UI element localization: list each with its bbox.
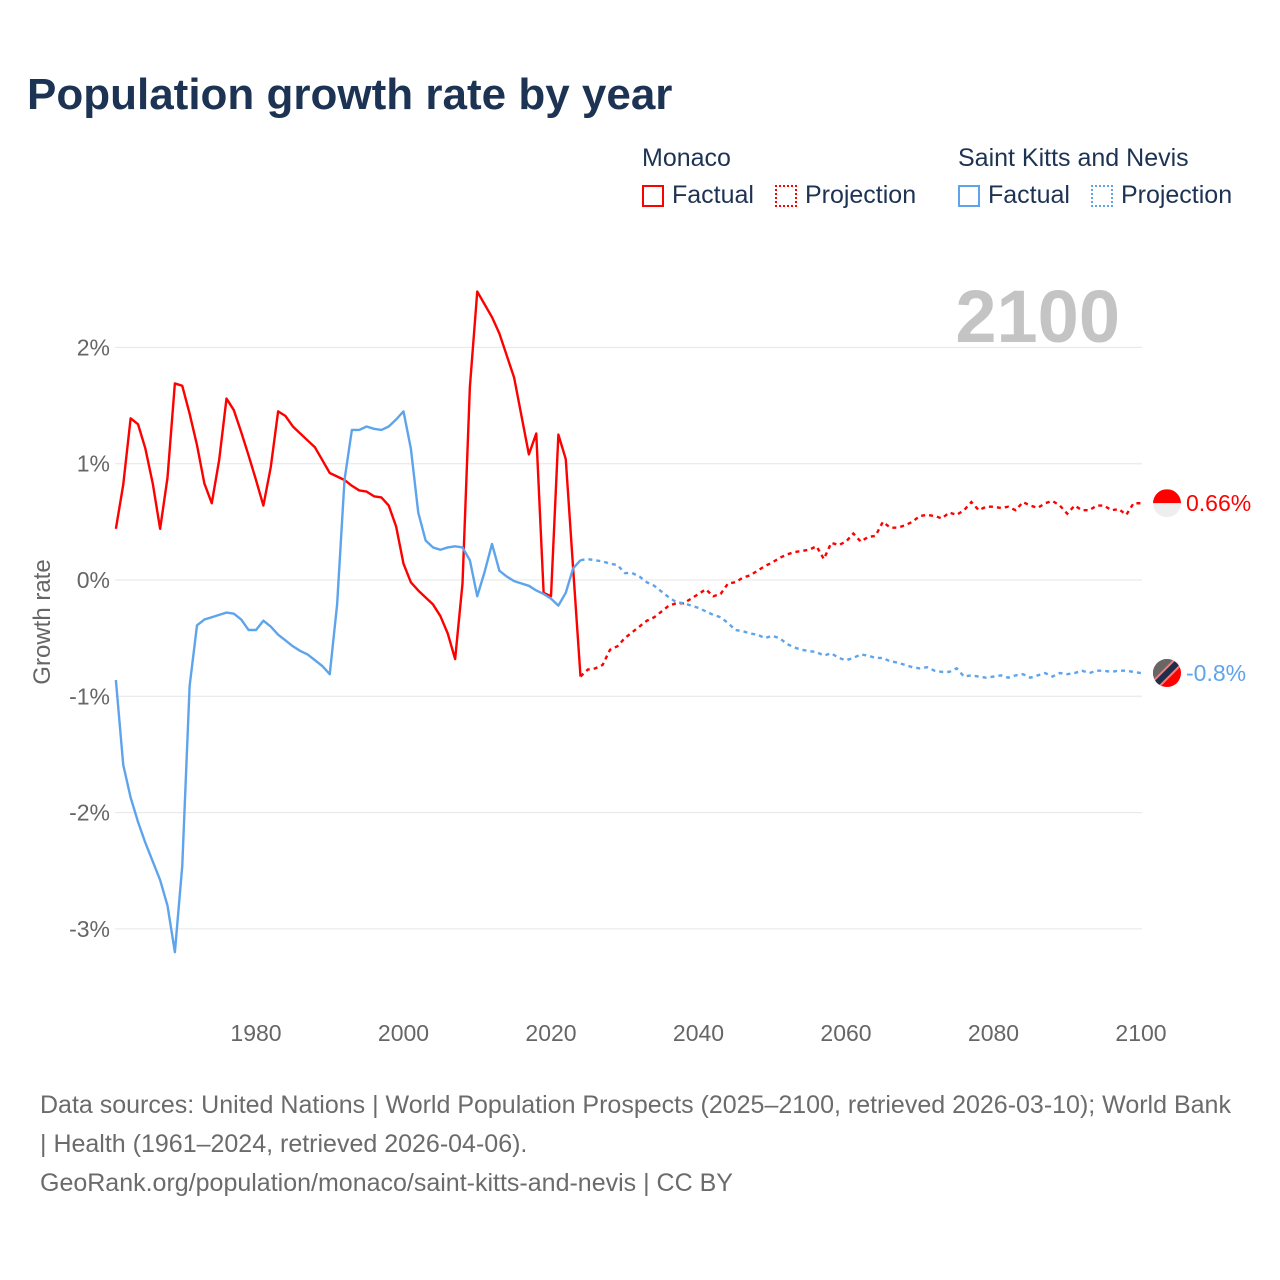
- legend-item-monaco-projection[interactable]: Projection: [774, 181, 917, 210]
- year-watermark: 2100: [955, 275, 1120, 358]
- data-sources: Data sources: United Nations | World Pop…: [40, 1091, 1231, 1158]
- footer: Data sources: United Nations | World Pop…: [40, 1086, 1240, 1203]
- legend-monaco: Monaco Factual Projection: [642, 144, 930, 214]
- y-tick-label: 1%: [77, 451, 110, 477]
- dotted-swatch-icon: [1090, 184, 1113, 207]
- series-0-factual-line: [114, 290, 582, 677]
- x-tick-label: 2020: [525, 1020, 576, 1046]
- chart-title: Population growth rate by year: [27, 70, 673, 119]
- x-tick-label: 2080: [968, 1020, 1019, 1046]
- series-1-projection-line: [580, 557, 1142, 679]
- legend-country-skn: Saint Kitts and Nevis: [958, 144, 1189, 172]
- x-tick-label: 2060: [820, 1020, 871, 1046]
- x-tick-label: 1980: [230, 1020, 281, 1046]
- legend-item-skn-projection[interactable]: Projection: [1090, 181, 1233, 210]
- legend-skn: Saint Kitts and Nevis Factual Projection: [958, 144, 1232, 214]
- y-tick-label: -3%: [69, 916, 110, 942]
- x-tick-label: 2000: [378, 1020, 429, 1046]
- dotted-swatch-icon: [774, 184, 797, 207]
- series-1-factual-line: [114, 410, 582, 954]
- x-tick-label: 2040: [673, 1020, 724, 1046]
- legend-item-skn-factual[interactable]: Factual: [958, 181, 1070, 210]
- y-tick-label: -1%: [69, 683, 110, 709]
- end-value-label: -0.8%: [1186, 660, 1246, 686]
- solid-swatch-icon: [958, 184, 980, 207]
- solid-swatch-icon: [642, 184, 664, 207]
- legend-label: Factual: [988, 181, 1070, 209]
- credit-link[interactable]: GeoRank.org/population/monaco/saint-kitt…: [40, 1169, 733, 1197]
- y-axis-label: Growth rate: [29, 559, 56, 684]
- skn-flag-icon: [1153, 659, 1181, 688]
- y-tick-label: 2%: [77, 334, 110, 360]
- monaco-flag-icon: [1153, 489, 1181, 518]
- legend-label: Projection: [804, 181, 917, 209]
- series-0-projection-line: [579, 499, 1141, 678]
- legend-item-monaco-factual[interactable]: Factual: [642, 181, 754, 210]
- y-tick-label: 0%: [77, 567, 110, 593]
- legend-country-monaco: Monaco: [642, 144, 731, 172]
- x-tick-label: 2100: [1115, 1020, 1166, 1046]
- end-value-label: 0.66%: [1186, 490, 1251, 516]
- y-tick-label: -2%: [69, 800, 110, 826]
- legend-label: Factual: [672, 181, 754, 209]
- legend-label: Projection: [1120, 181, 1233, 209]
